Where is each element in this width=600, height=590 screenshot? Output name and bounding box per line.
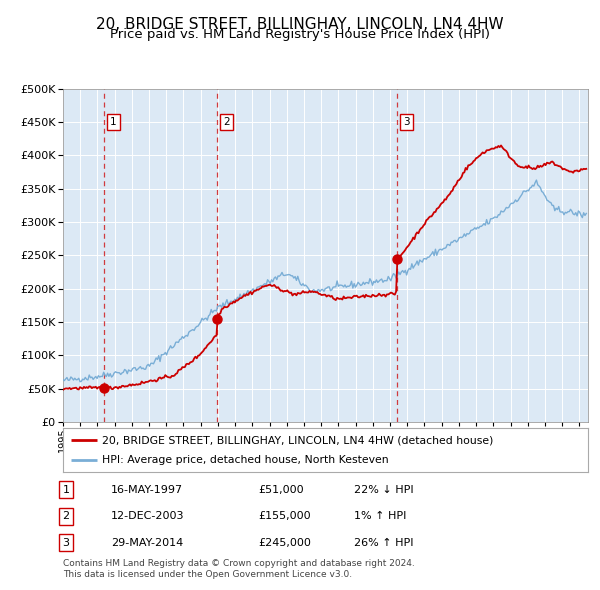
Text: 20, BRIDGE STREET, BILLINGHAY, LINCOLN, LN4 4HW (detached house): 20, BRIDGE STREET, BILLINGHAY, LINCOLN, … bbox=[103, 435, 494, 445]
Text: Contains HM Land Registry data © Crown copyright and database right 2024.: Contains HM Land Registry data © Crown c… bbox=[63, 559, 415, 568]
Text: Price paid vs. HM Land Registry's House Price Index (HPI): Price paid vs. HM Land Registry's House … bbox=[110, 28, 490, 41]
Text: 3: 3 bbox=[403, 117, 410, 127]
Text: This data is licensed under the Open Government Licence v3.0.: This data is licensed under the Open Gov… bbox=[63, 571, 352, 579]
Text: 22% ↓ HPI: 22% ↓ HPI bbox=[354, 485, 413, 494]
Text: 26% ↑ HPI: 26% ↑ HPI bbox=[354, 538, 413, 548]
Text: 3: 3 bbox=[62, 538, 70, 548]
Text: 1: 1 bbox=[62, 485, 70, 494]
Text: £245,000: £245,000 bbox=[258, 538, 311, 548]
Text: 12-DEC-2003: 12-DEC-2003 bbox=[111, 512, 185, 521]
Text: 1% ↑ HPI: 1% ↑ HPI bbox=[354, 512, 406, 521]
Text: 1: 1 bbox=[110, 117, 116, 127]
Text: £155,000: £155,000 bbox=[258, 512, 311, 521]
Text: £51,000: £51,000 bbox=[258, 485, 304, 494]
Text: 29-MAY-2014: 29-MAY-2014 bbox=[111, 538, 183, 548]
Text: 20, BRIDGE STREET, BILLINGHAY, LINCOLN, LN4 4HW: 20, BRIDGE STREET, BILLINGHAY, LINCOLN, … bbox=[96, 17, 504, 31]
Text: 2: 2 bbox=[223, 117, 230, 127]
Text: 2: 2 bbox=[62, 512, 70, 521]
Text: HPI: Average price, detached house, North Kesteven: HPI: Average price, detached house, Nort… bbox=[103, 455, 389, 464]
Text: 16-MAY-1997: 16-MAY-1997 bbox=[111, 485, 183, 494]
